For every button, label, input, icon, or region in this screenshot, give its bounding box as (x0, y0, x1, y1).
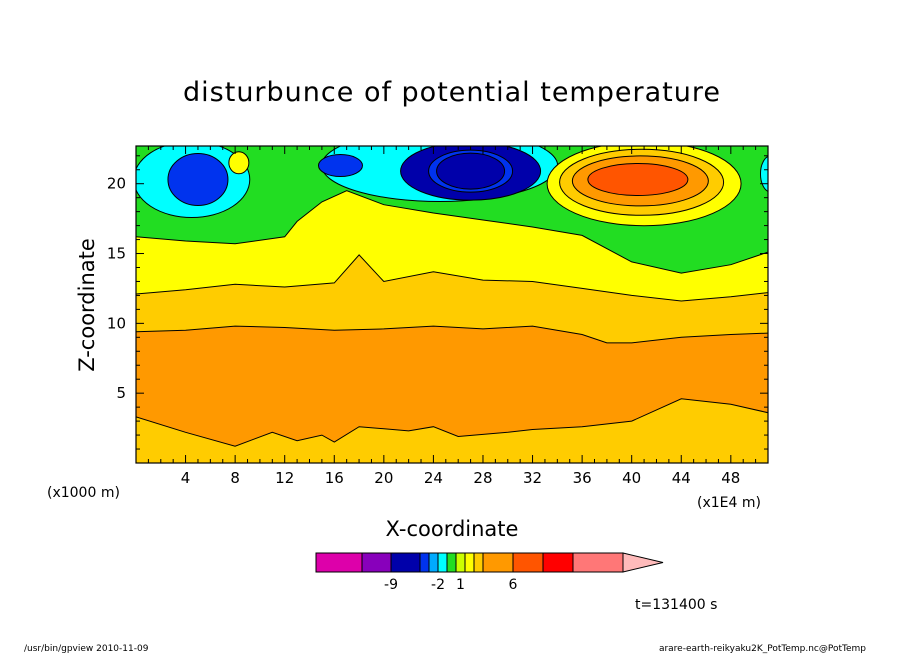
colorbar-swatch (464, 552, 475, 573)
x-tick-label: 32 (523, 469, 542, 487)
y-tick-label: 20 (107, 175, 126, 193)
colorbar-swatch (437, 552, 448, 573)
band-lowest (136, 398, 768, 463)
x-tick-label: 8 (230, 469, 240, 487)
x-tick-label: 28 (473, 469, 492, 487)
colorbar-swatch (390, 552, 421, 573)
colorbar-swatch (419, 552, 430, 573)
colorbar-swatch (542, 552, 574, 573)
colorbar-swatch (512, 552, 544, 573)
footer-right: arare-earth-reikyaku2K_PotTemp.nc@PotTem… (659, 644, 866, 654)
y-unit-label: (x1000 m) (47, 485, 120, 501)
y-tick-label: 15 (107, 245, 126, 263)
plot-frame (135, 145, 769, 464)
contour-fill-group (136, 146, 768, 463)
colorbar-label: -9 (384, 577, 398, 593)
x-tick-label: 48 (721, 469, 740, 487)
contour-line-upper (136, 254, 768, 302)
colorbar-label: 1 (456, 577, 465, 593)
cold-blob-mid-small (317, 154, 363, 178)
x-tick-label: 16 (325, 469, 344, 487)
x-tick-label: 24 (424, 469, 443, 487)
x-tick-label: 4 (181, 469, 191, 487)
x-tick-label: 20 (374, 469, 393, 487)
x-tick-label: 12 (275, 469, 294, 487)
colorbar-swatch (473, 552, 484, 573)
colorbar-swatch (455, 552, 466, 573)
warm-blob-right-core (587, 163, 689, 197)
colorbar-swatch (446, 552, 457, 573)
colorbar-arrow (622, 552, 664, 573)
contour-line-upper-mid (136, 190, 768, 274)
y-axis-label: Z-coordinate (75, 238, 99, 372)
x-tick-label: 40 (622, 469, 641, 487)
chart-title: disturbunce of potential temperature (183, 77, 721, 108)
footer-left: /usr/bin/gpview 2010-11-09 (24, 644, 149, 654)
x-unit-label: (x1E4 m) (697, 495, 761, 511)
colorbar-swatch (428, 552, 439, 573)
colorbar-swatch (361, 552, 392, 573)
x-tick-label: 36 (573, 469, 592, 487)
colorbar-swatch (572, 552, 624, 573)
cold-blob-right-edge (759, 155, 768, 192)
colorbar-swatch (315, 552, 363, 573)
cold-blob-left-inner (167, 153, 229, 207)
time-label: t=131400 s (635, 597, 717, 613)
y-tick-label: 10 (107, 314, 126, 332)
cold-blob-mid-innermost (436, 152, 506, 190)
colorbar-label: 6 (509, 577, 518, 593)
x-tick-label: 44 (672, 469, 691, 487)
colorbar: -9 -2 1 6 (315, 552, 664, 593)
x-axis-label: X-coordinate (386, 517, 519, 541)
colorbar-swatch (482, 552, 514, 573)
y-tick-label: 5 (116, 384, 126, 402)
plot-area (136, 146, 768, 463)
contour-line-lowest (136, 398, 768, 447)
colorbar-label: -2 (431, 577, 445, 593)
contour-line-middle (136, 325, 768, 344)
warm-dot-left (228, 151, 250, 175)
